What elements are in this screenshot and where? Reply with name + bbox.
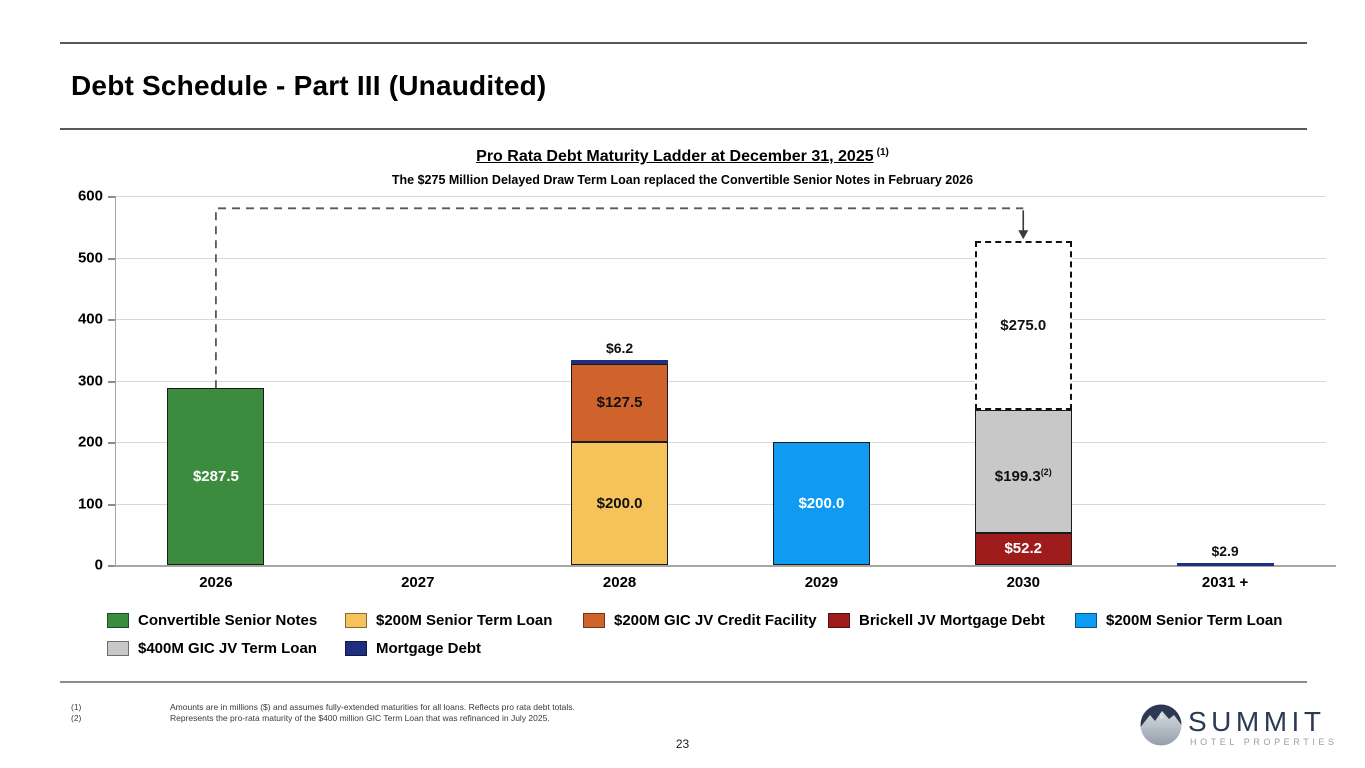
bar-value-label: $200.0 [798, 494, 845, 512]
x-axis-line [115, 565, 1336, 567]
gridline [115, 196, 1326, 197]
legend-label: $400M GIC JV Term Loan [138, 639, 317, 657]
legend-label: $200M Senior Term Loan [1106, 611, 1283, 629]
y-axis-tick [108, 196, 115, 198]
footnote: (2) Represents the pro-rata maturity of … [71, 713, 575, 724]
gridline [115, 380, 1326, 382]
gridline [115, 503, 1326, 505]
bar-segment [1176, 563, 1274, 567]
y-axis-tick [108, 380, 115, 383]
page-number: 23 [675, 737, 690, 751]
footnote-text: Represents the pro-rata maturity of the … [170, 713, 550, 723]
legend-swatch [1075, 612, 1097, 628]
bar-segment [571, 442, 669, 565]
bar-segment [167, 388, 265, 565]
legend-item: Mortgage Debt [345, 639, 481, 657]
x-axis-tick-label: 2029 [804, 574, 839, 591]
gridline [115, 319, 1326, 320]
header-rule-bottom [60, 128, 1307, 130]
bar-value-label: $199.3(2) [994, 466, 1052, 485]
legend-label: Mortgage Debt [376, 639, 481, 657]
y-axis-tick [108, 565, 115, 567]
y-axis-tick [108, 442, 115, 444]
footnote-marker: (2) [71, 713, 82, 723]
header-rule-top [60, 42, 1307, 44]
legend-label: $200M Senior Term Loan [376, 611, 553, 629]
legend-swatch [345, 612, 367, 628]
legend-item: Convertible Senior Notes [107, 611, 317, 629]
footer-rule [60, 681, 1307, 683]
x-axis-tick-label: 2028 [602, 574, 637, 591]
x-axis-tick-label: 2027 [401, 574, 435, 591]
legend-item: Brickell JV Mortgage Debt [828, 611, 1045, 629]
footnote-marker: (1) [71, 702, 82, 712]
legend-swatch [583, 612, 605, 628]
gridline [115, 257, 1326, 259]
page-title: Debt Schedule - Part III (Unaudited) [71, 70, 547, 101]
footnote: (1) Amounts are in millions ($) and assu… [71, 702, 575, 713]
y-axis-line [115, 196, 116, 565]
footnote-text: Amounts are in millions ($) and assumes … [170, 702, 575, 712]
legend-label: Brickell JV Mortgage Debt [859, 611, 1045, 629]
y-axis-tick-label: 300 [77, 372, 103, 389]
chart-title: Pro Rata Debt Maturity Ladder at Decembe… [476, 148, 874, 165]
bar-value-label: $2.9 [1211, 543, 1239, 560]
y-axis-tick-label: 100 [77, 495, 103, 512]
mountain-logo-icon: SUMMIT HOTEL PROPERTIES [1140, 704, 1334, 747]
logo-tagline: HOTEL PROPERTIES [1190, 737, 1334, 747]
legend-swatch [345, 640, 367, 656]
y-axis-tick [108, 503, 115, 506]
legend-item: $400M GIC JV Term Loan [107, 639, 317, 657]
y-axis-tick-label: 0 [94, 556, 103, 574]
bar-value-label: $6.2 [605, 339, 634, 356]
y-axis-tick-label: 600 [77, 187, 103, 205]
legend-label: $200M GIC JV Credit Facility [614, 611, 817, 629]
legend-item: $200M Senior Term Loan [345, 611, 552, 629]
y-axis-tick-label: 500 [77, 249, 103, 266]
x-axis-tick-label: 2030 [1006, 574, 1040, 591]
bar-segment [571, 359, 669, 364]
bar-value-label: $200.0 [596, 494, 643, 512]
chart-subtitle: The $275 Million Delayed Draw Term Loan … [391, 173, 974, 187]
x-axis-tick-label: 2031 + [1201, 574, 1249, 591]
legend-item: $200M GIC JV Credit Facility [583, 611, 817, 629]
legend-item: $200M Senior Term Loan [1075, 611, 1282, 629]
bar-value-label: $287.5 [192, 467, 239, 485]
gridline [115, 442, 1326, 443]
legend-swatch [828, 612, 850, 628]
bar-value-label: $275.0 [1000, 316, 1047, 334]
footnotes: (1) Amounts are in millions ($) and assu… [71, 702, 575, 724]
legend-swatch [107, 612, 129, 628]
y-axis-tick [108, 319, 115, 321]
bar-segment [974, 410, 1072, 533]
company-logo: SUMMIT HOTEL PROPERTIES [1138, 700, 1334, 750]
legend-swatch [107, 640, 129, 656]
bar-segment [974, 532, 1072, 565]
y-axis-tick-label: 400 [77, 310, 103, 328]
chart-title-block: Pro Rata Debt Maturity Ladder at Decembe… [0, 147, 1365, 187]
legend-label: Convertible Senior Notes [138, 611, 318, 629]
x-axis-tick-label: 2026 [199, 574, 233, 591]
bar-value-label: $52.2 [1004, 539, 1043, 557]
chart-title-footnote-ref: (1) [876, 147, 889, 158]
logo-name: SUMMIT [1188, 706, 1325, 737]
bar-value-label: $127.5 [596, 393, 643, 411]
y-axis-tick [108, 257, 115, 260]
bar-segment [772, 442, 870, 565]
y-axis-tick-label: 200 [77, 433, 103, 451]
